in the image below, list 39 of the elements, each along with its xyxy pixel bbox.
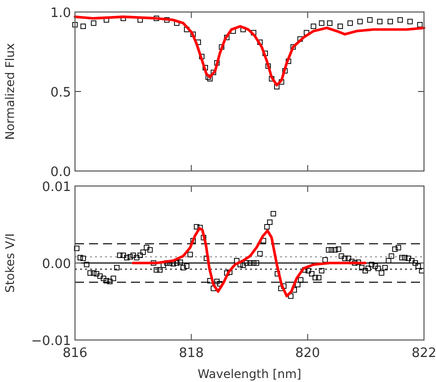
point xyxy=(377,18,382,24)
y-tick-label: 0.00 xyxy=(42,257,71,272)
point xyxy=(318,20,324,26)
point xyxy=(224,34,230,40)
point xyxy=(154,16,160,22)
point xyxy=(90,20,96,26)
point xyxy=(357,18,363,24)
point xyxy=(327,20,332,26)
point xyxy=(310,24,316,30)
x-tick-label: 820 xyxy=(295,346,320,361)
y-axis-title: Stokes V/I xyxy=(3,233,17,293)
y-tick-label: 1.0 xyxy=(50,6,71,21)
x-tick-label: 816 xyxy=(62,346,88,361)
point xyxy=(207,76,213,82)
point xyxy=(250,30,256,36)
y-tick-label: 0.0 xyxy=(50,165,71,180)
point xyxy=(290,44,296,50)
y-tick-label: 0.5 xyxy=(50,86,71,100)
point xyxy=(397,17,403,23)
point xyxy=(274,84,280,90)
point xyxy=(72,22,78,28)
point xyxy=(214,60,220,66)
point xyxy=(347,20,353,26)
point xyxy=(338,24,343,30)
x-tick-label: 822 xyxy=(412,346,436,361)
x-axis-title: Wavelength [nm] xyxy=(198,367,302,381)
y-axis-title: Normalized Flux xyxy=(3,43,17,140)
x-tick-label: 818 xyxy=(178,346,204,361)
point xyxy=(265,63,271,69)
point xyxy=(417,22,423,28)
point xyxy=(80,24,86,30)
point xyxy=(164,17,170,23)
point xyxy=(407,18,413,24)
y-tick-label: 0.01 xyxy=(42,180,71,195)
point xyxy=(278,79,284,85)
point xyxy=(218,44,224,50)
point xyxy=(388,18,393,24)
y-tick-label: −0.01 xyxy=(31,334,71,349)
point xyxy=(367,17,373,23)
